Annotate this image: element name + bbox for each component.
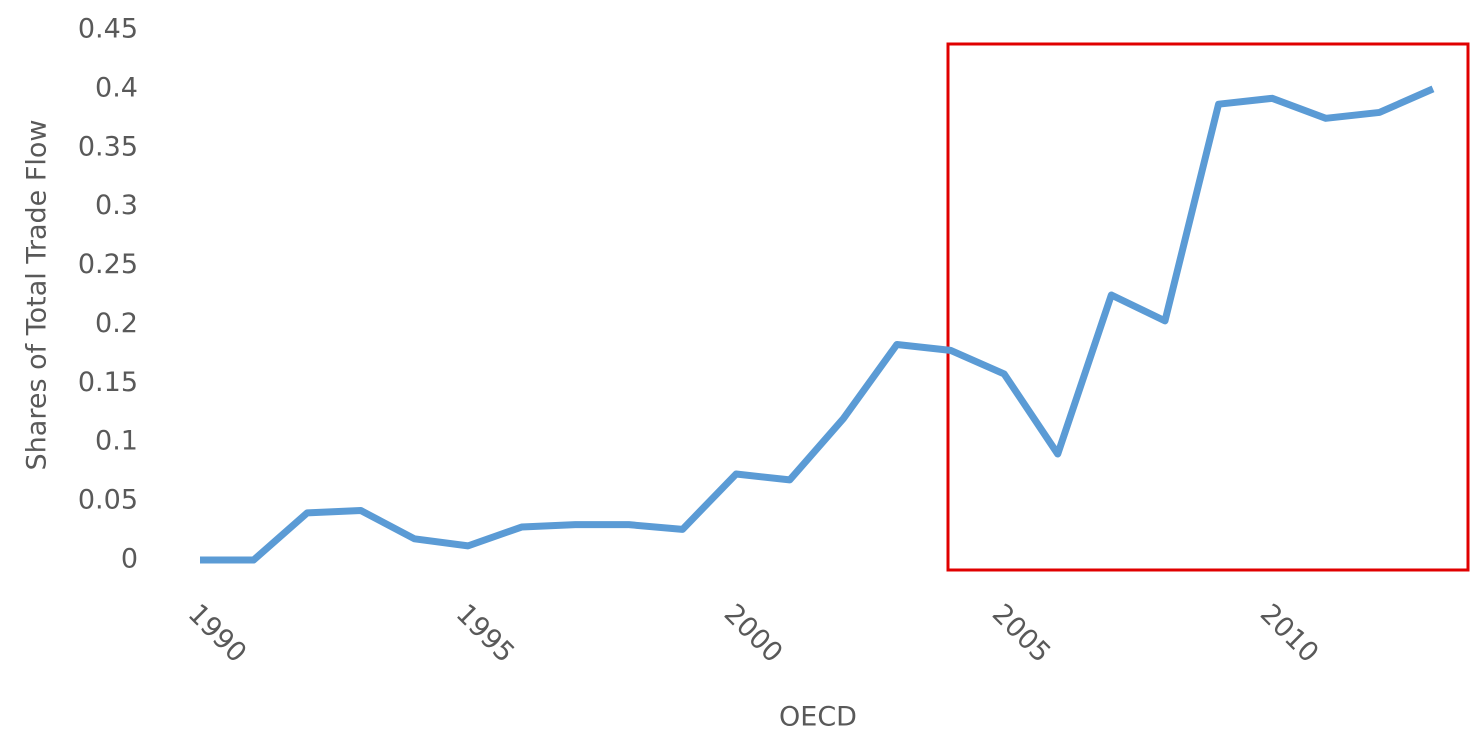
x-tick-label: 1995 [450,598,521,669]
y-tick-label: 0.45 [78,14,138,45]
y-tick-label: 0.1 [95,426,138,457]
y-axis-label: Shares of Total Trade Flow [22,120,53,471]
y-tick-label: 0.2 [95,308,138,339]
highlight-box [946,42,1470,572]
y-tick-label: 0.35 [78,131,138,162]
y-tick-label: 0.15 [78,367,138,398]
y-tick-label: 0 [121,544,138,575]
y-tick-label: 0.05 [78,485,138,516]
y-tick-label: 0.25 [78,249,138,280]
x-axis-label: OECD [779,702,857,733]
y-tick-label: 0.3 [95,190,138,221]
x-tick-label: 2005 [986,598,1057,669]
y-tick-label: 0.4 [95,72,138,103]
x-tick-label: 2000 [718,598,789,669]
x-tick-label: 2010 [1254,598,1325,669]
data-line [200,85,1435,564]
x-tick-label: 1990 [182,598,253,669]
